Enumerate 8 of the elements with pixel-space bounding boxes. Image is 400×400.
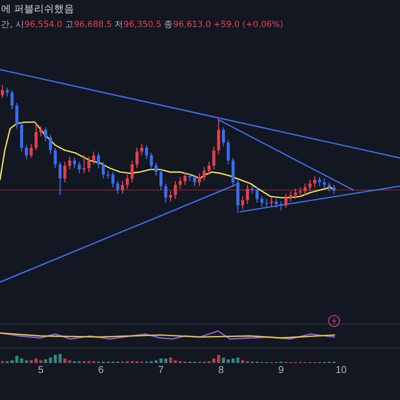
x-tick-label: 7 — [158, 365, 164, 376]
text: 간, 시96,554.0 고96,688.5 저96,350.5 종96,613.0 +59.0 (+0.06%) — [1, 20, 284, 30]
x-tick-label: 10 — [336, 365, 348, 376]
x-tick-label: 9 — [278, 365, 284, 376]
chart-title: 에 퍼블리쉬했음 — [1, 4, 74, 15]
x-tick-label: 8 — [218, 365, 224, 376]
x-tick-label: 6 — [98, 365, 104, 376]
x-tick-label: 5 — [38, 365, 44, 376]
